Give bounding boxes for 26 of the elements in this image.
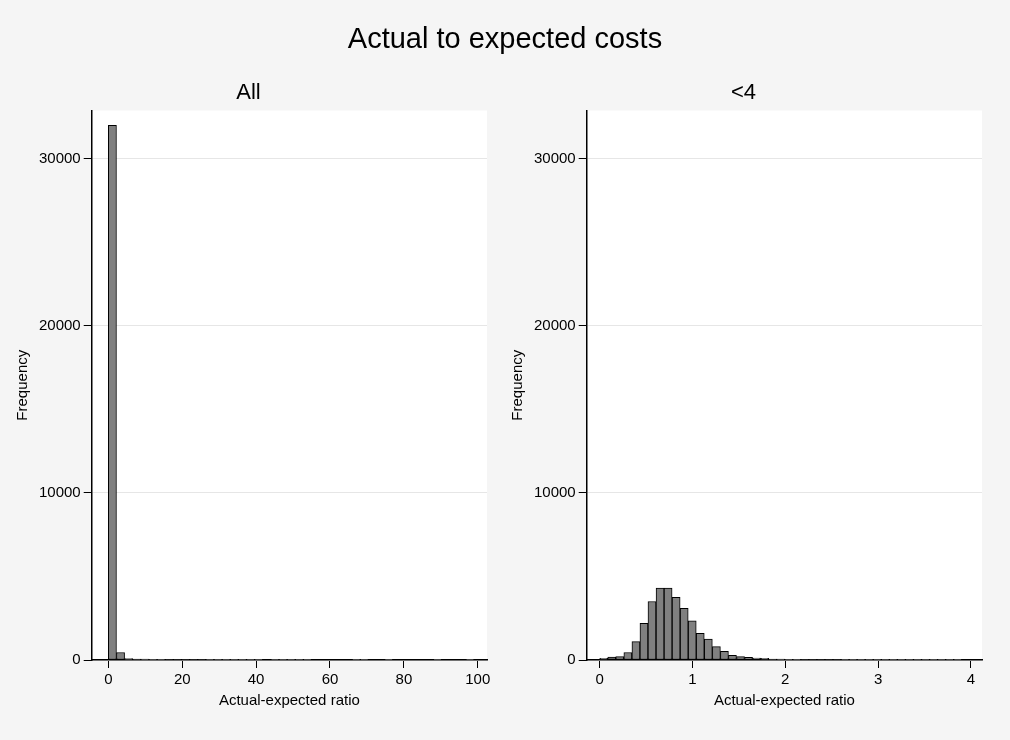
chart-title: Actual to expected costs [346,22,664,55]
x-tick-label: 20 [173,670,191,688]
chart-subtitle: <4 [730,79,757,105]
x-tick-label: 0 [595,670,604,688]
x-tick-label: 60 [321,670,339,688]
x-tick-label: 1 [688,670,697,688]
y-tick-label: 10000 [533,483,576,501]
x-tick-label: 4 [966,670,976,688]
y-tick-label: 10000 [38,483,81,501]
y-tick-label: 0 [72,650,81,668]
x-tick-label: 40 [247,670,265,688]
y-tick-label: 20000 [533,316,576,334]
y-tick-label: 20000 [38,316,81,334]
x-tick-label: 100 [465,670,491,688]
y-tick-label: 30000 [533,148,576,166]
x-axis-title: Actual-expected ratio [218,691,360,709]
x-tick-label: 2 [781,670,790,688]
y-axis-title: Frequency [13,349,31,421]
chart-subtitle: All [236,79,261,105]
x-tick-label: 0 [104,670,113,688]
y-axis-title: Frequency [508,349,526,421]
y-tick-label: 0 [567,650,576,668]
x-tick-label: 3 [873,670,883,688]
y-tick-label: 30000 [38,148,81,166]
x-axis-title: Actual-expected ratio [713,691,855,709]
x-tick-label: 80 [395,670,413,688]
